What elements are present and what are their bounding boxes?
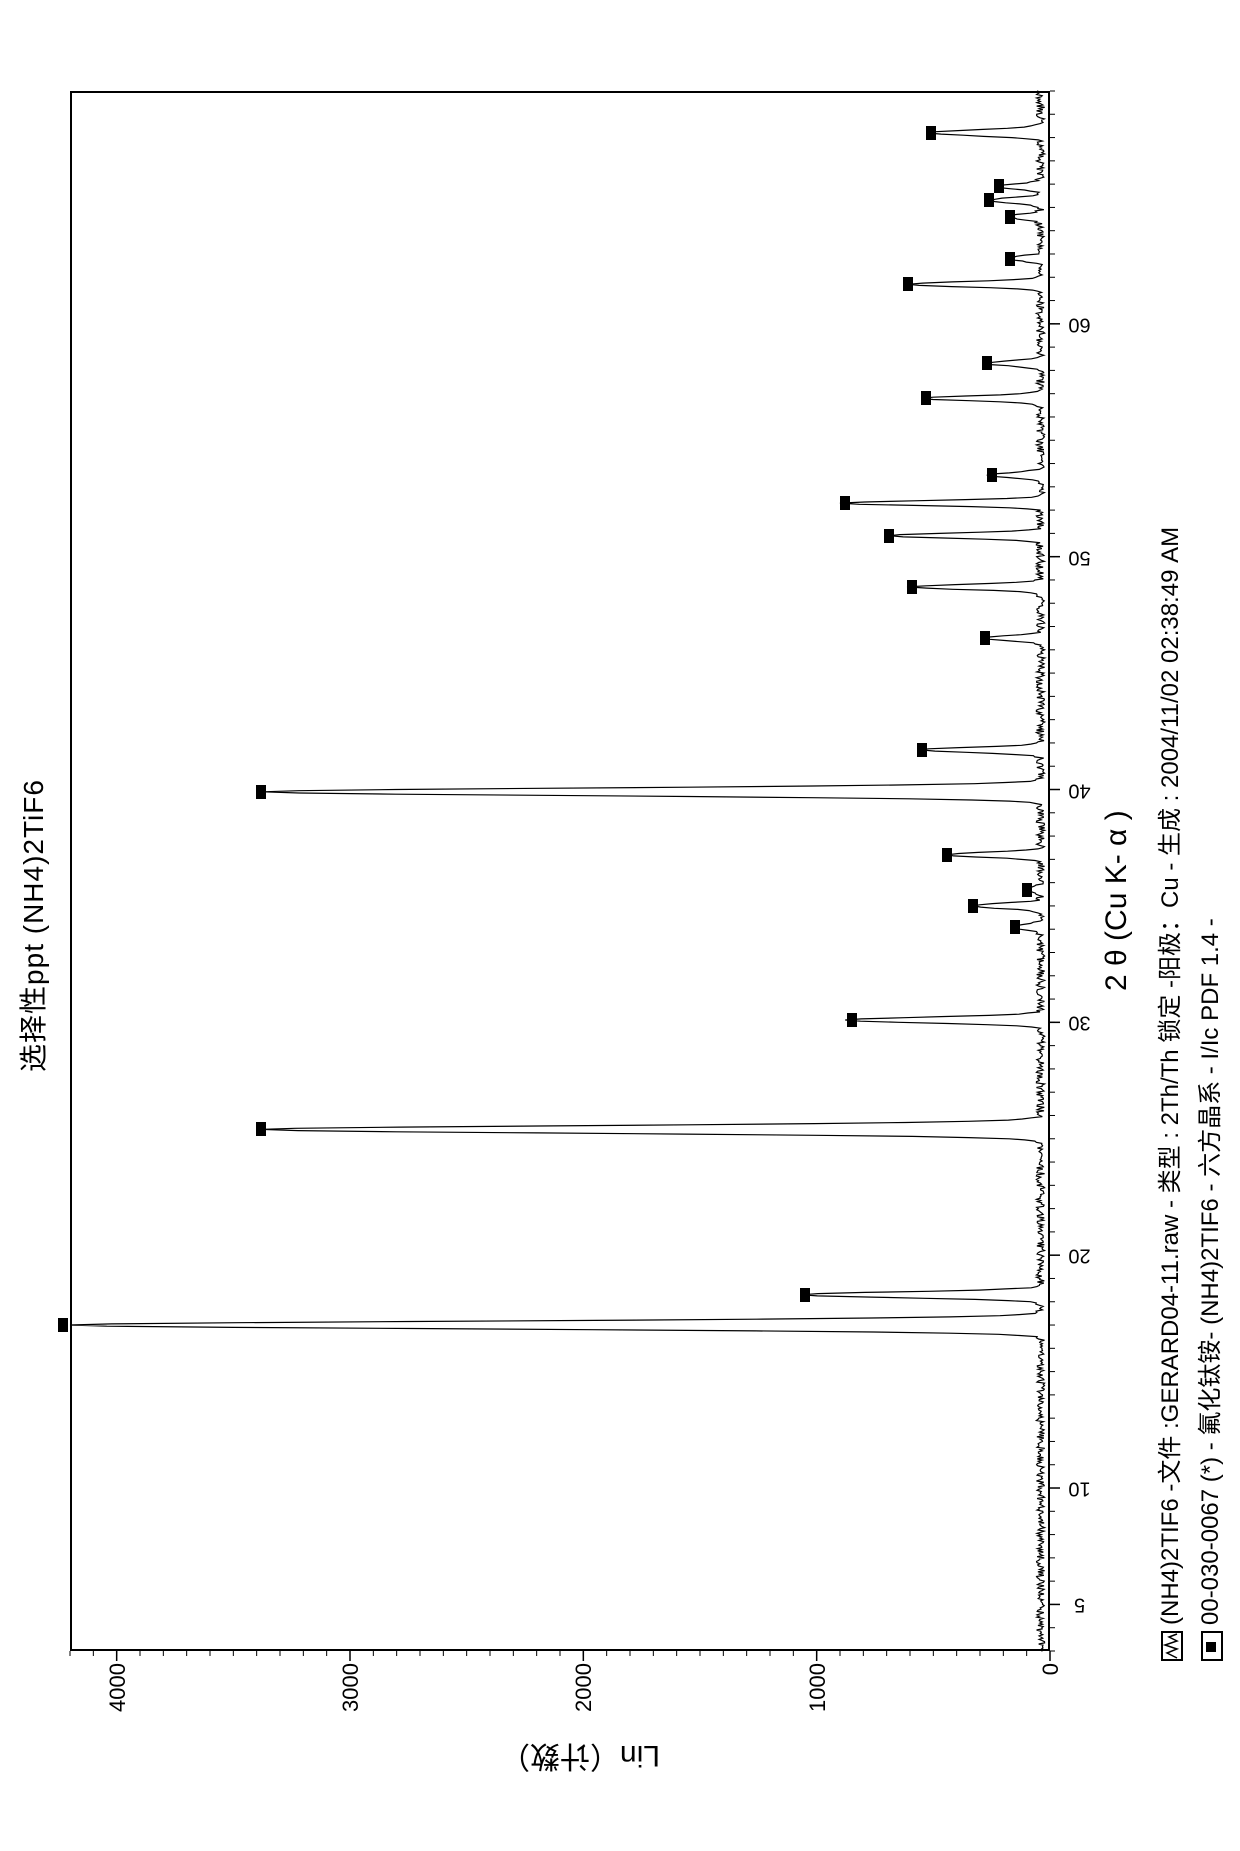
peak-marker <box>58 1318 68 1332</box>
waveform-icon <box>1161 1631 1183 1661</box>
x-tick-label: 10 <box>1060 1477 1100 1500</box>
peak-marker <box>1010 920 1020 934</box>
y-tick-label: 2000 <box>571 1663 597 1733</box>
legend-2-text: 00-030-0067 (*) - 氟化钛铵- (NH4)2TIF6 - 六方晶… <box>1197 918 1224 1625</box>
y-tick-label: 3000 <box>338 1663 364 1733</box>
peak-marker <box>907 580 917 594</box>
y-axis-label: Lin（计数） <box>500 1737 660 1781</box>
x-tick-label: 50 <box>1060 545 1100 568</box>
peak-marker <box>800 1288 810 1302</box>
y-tick-label: 1000 <box>805 1663 831 1733</box>
peak-marker <box>917 743 927 757</box>
peak-marker <box>1005 252 1015 266</box>
peak-marker <box>987 468 997 482</box>
peak-marker <box>982 356 992 370</box>
x-tick-label: 30 <box>1060 1011 1100 1034</box>
peak-marker <box>980 631 990 645</box>
legend-line-2: 00-030-0067 (*) - 氟化钛铵- (NH4)2TIF6 - 六方晶… <box>1190 918 1225 1661</box>
peak-marker <box>847 1013 857 1027</box>
y-tick-label: 0 <box>1038 1663 1064 1733</box>
y-tick-label: 4000 <box>105 1663 131 1733</box>
x-tick-label: 20 <box>1060 1244 1100 1267</box>
peak-marker <box>1005 210 1015 224</box>
peak-marker <box>256 1122 266 1136</box>
peak-marker <box>884 529 894 543</box>
legend-1-text: (NH4)2TIF6 -文件 :GERARD04-11.raw - 类型 : 2… <box>1157 527 1184 1625</box>
peak-marker <box>926 126 936 140</box>
x-tick-label: 60 <box>1060 312 1100 335</box>
peak-marker <box>968 899 978 913</box>
x-axis-label: 2 θ (Cu K- α ) <box>1100 810 1134 991</box>
peak-marker <box>984 193 994 207</box>
x-tick-label: 40 <box>1060 778 1100 801</box>
peak-marker <box>256 785 266 799</box>
x-tick-label: 5 <box>1060 1593 1100 1616</box>
peak-marker <box>1022 883 1032 897</box>
peak-marker <box>942 848 952 862</box>
peak-marker <box>840 496 850 510</box>
legend-line-1: (NH4)2TIF6 -文件 :GERARD04-11.raw - 类型 : 2… <box>1150 527 1185 1661</box>
peak-marker <box>994 179 1004 193</box>
square-marker-icon <box>1201 1631 1223 1661</box>
xrd-spectrum-plot <box>0 81 1060 1851</box>
peak-marker <box>903 277 913 291</box>
peak-marker <box>921 391 931 405</box>
